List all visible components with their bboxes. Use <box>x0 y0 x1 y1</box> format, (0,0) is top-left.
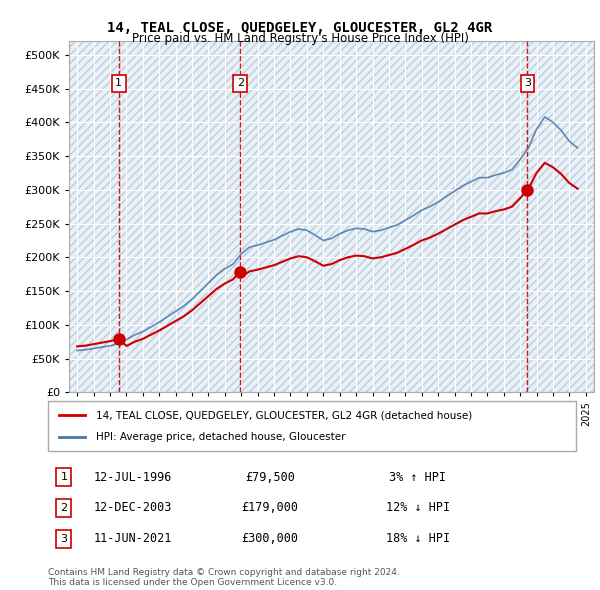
Text: 3% ↑ HPI: 3% ↑ HPI <box>389 470 446 484</box>
Text: £179,000: £179,000 <box>241 502 298 514</box>
Text: 2: 2 <box>60 503 67 513</box>
Text: 3: 3 <box>524 78 531 88</box>
Text: 3: 3 <box>61 534 67 544</box>
Text: 1: 1 <box>61 472 67 482</box>
Text: 18% ↓ HPI: 18% ↓ HPI <box>386 532 449 546</box>
Text: Contains HM Land Registry data © Crown copyright and database right 2024.
This d: Contains HM Land Registry data © Crown c… <box>48 568 400 587</box>
Text: 11-JUN-2021: 11-JUN-2021 <box>93 532 172 546</box>
Text: Price paid vs. HM Land Registry's House Price Index (HPI): Price paid vs. HM Land Registry's House … <box>131 32 469 45</box>
Text: HPI: Average price, detached house, Gloucester: HPI: Average price, detached house, Glou… <box>95 432 345 442</box>
Text: £79,500: £79,500 <box>245 470 295 484</box>
Text: 12% ↓ HPI: 12% ↓ HPI <box>386 502 449 514</box>
Text: 12-DEC-2003: 12-DEC-2003 <box>93 502 172 514</box>
Text: 12-JUL-1996: 12-JUL-1996 <box>93 470 172 484</box>
Text: 14, TEAL CLOSE, QUEDGELEY, GLOUCESTER, GL2 4GR: 14, TEAL CLOSE, QUEDGELEY, GLOUCESTER, G… <box>107 21 493 35</box>
Text: 2: 2 <box>237 78 244 88</box>
Text: £300,000: £300,000 <box>241 532 298 546</box>
Text: 1: 1 <box>115 78 122 88</box>
FancyBboxPatch shape <box>48 401 576 451</box>
Text: 14, TEAL CLOSE, QUEDGELEY, GLOUCESTER, GL2 4GR (detached house): 14, TEAL CLOSE, QUEDGELEY, GLOUCESTER, G… <box>95 410 472 420</box>
